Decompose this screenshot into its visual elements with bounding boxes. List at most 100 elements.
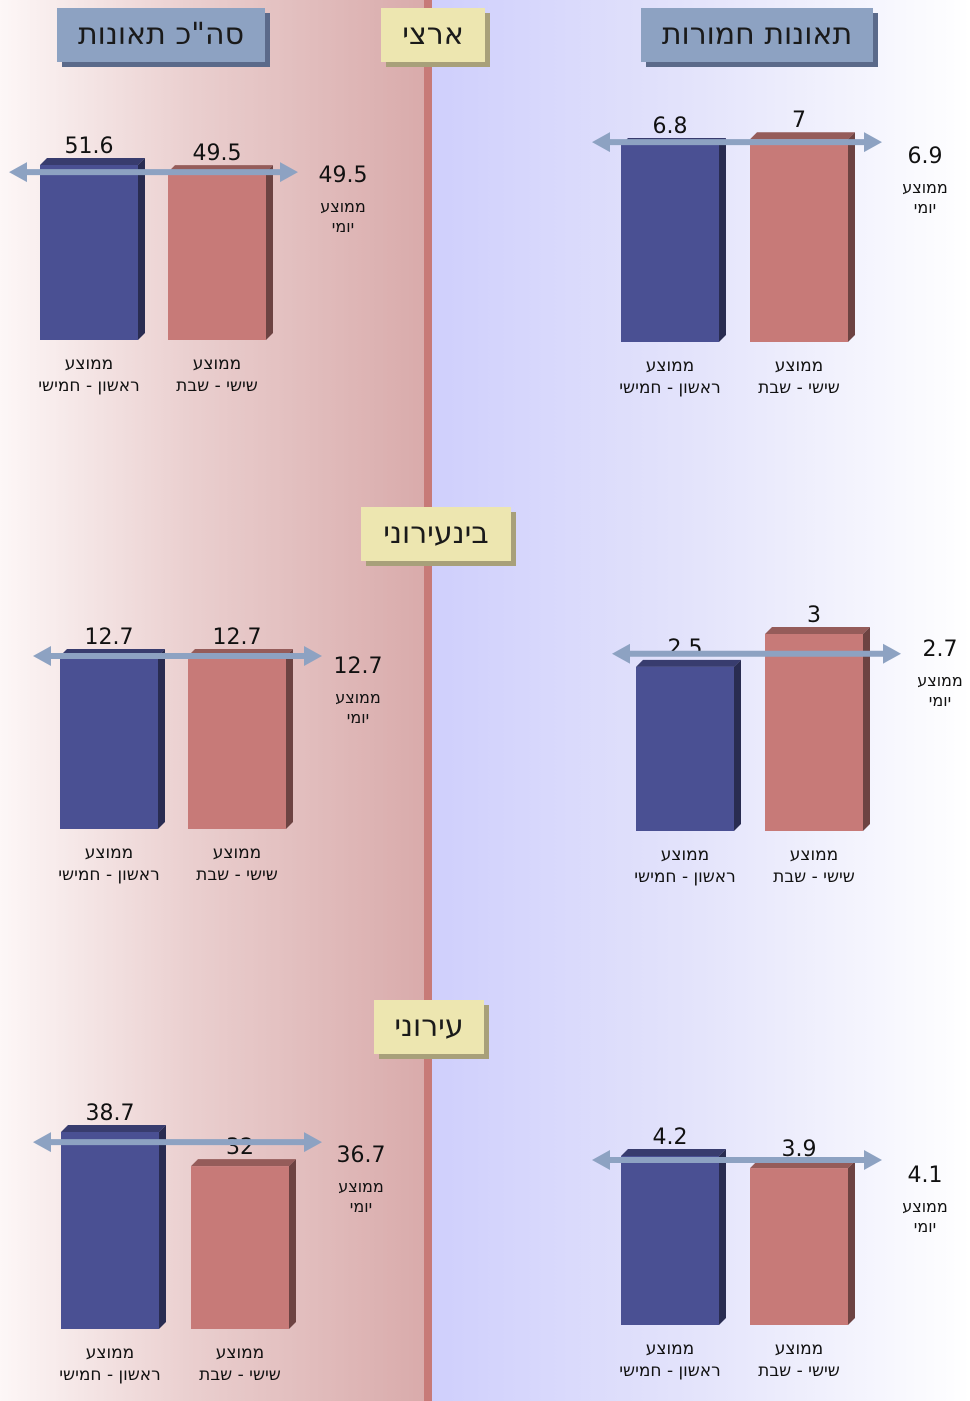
chart-severe-national-category-weekend-1: ממוצע bbox=[775, 356, 823, 376]
chart-severe-national-bar-weekday bbox=[621, 138, 726, 342]
chart-total-national-category-weekday-1: ממוצע bbox=[65, 354, 113, 374]
severe-accidents-header: תאונות חמורות bbox=[641, 8, 873, 62]
chart-total-national-bar-weekend-front bbox=[168, 172, 266, 340]
chart-total-national-daily-average-arrow-head-left bbox=[9, 162, 27, 183]
chart-severe-intercity-bar-weekend-top bbox=[765, 627, 870, 634]
chart-severe-urban-category-weekday-1: ממוצע bbox=[646, 1339, 694, 1359]
chart-total-intercity-category-weekend-1: ממוצע bbox=[213, 843, 261, 863]
chart-severe-intercity-daily-average-arrow-head-right bbox=[883, 643, 901, 664]
chart-severe-urban-category-weekend-2: שישי - שבת bbox=[758, 1361, 840, 1381]
chart-total-national-value-weekend: 49.5 bbox=[193, 141, 242, 166]
chart-severe-urban-bar-weekday-side bbox=[719, 1149, 726, 1325]
chart-severe-national-daily-average-value: 6.9 bbox=[908, 144, 943, 169]
chart-severe-national-bar-weekday-front bbox=[621, 145, 719, 342]
chart-total-intercity-value-weekday: 12.7 bbox=[85, 625, 134, 650]
chart-severe-national-bar-weekend-side bbox=[848, 132, 855, 342]
section-header-intercity: בינעירוני bbox=[361, 507, 511, 561]
chart-total-urban-daily-average-arrow-head-left bbox=[33, 1132, 51, 1153]
chart-total-national-bar-weekday bbox=[40, 158, 145, 340]
chart-severe-intercity-bar-weekend bbox=[765, 627, 870, 831]
chart-severe-intercity-bar-weekend-front bbox=[765, 634, 863, 831]
chart-total-intercity-daily-average-arrow bbox=[33, 646, 322, 666]
chart-severe-intercity-category-weekend-1: ממוצע bbox=[790, 845, 838, 865]
chart-total-intercity-daily-average-arrow-head-left bbox=[33, 646, 51, 666]
chart-severe-national-daily-average-arrow bbox=[592, 132, 882, 153]
section-header-urban: עירוני bbox=[374, 1000, 484, 1054]
chart-total-urban-bar-weekend-side bbox=[289, 1159, 296, 1329]
chart-total-urban-category-weekday-2: ראשון - חמישי bbox=[59, 1365, 161, 1385]
chart-total-intercity-category-weekday-2: ראשון - חמישי bbox=[58, 865, 160, 885]
chart-severe-national-bar-weekend bbox=[750, 132, 855, 342]
chart-severe-urban-bar-weekend-side bbox=[848, 1161, 855, 1325]
chart-total-national-daily-average-label-1: ממוצע bbox=[320, 197, 366, 216]
chart-total-urban-daily-average-arrow bbox=[33, 1132, 322, 1153]
chart-total-intercity-daily-average-label-1: ממוצע bbox=[335, 688, 381, 707]
chart-severe-urban-value-weekday: 4.2 bbox=[653, 1125, 688, 1150]
chart-severe-urban-bar-weekend bbox=[750, 1161, 855, 1325]
chart-total-intercity-category-weekday-1: ממוצע bbox=[85, 843, 133, 863]
chart-total-national-category-weekday-2: ראשון - חמישי bbox=[38, 376, 140, 396]
chart-severe-national-daily-average-label-2: יומי bbox=[914, 198, 936, 217]
chart-severe-national-daily-average-arrow-head-left bbox=[592, 132, 610, 153]
chart-total-urban-daily-average-label-1: ממוצע bbox=[338, 1177, 384, 1196]
chart-total-urban-category-weekend-1: ממוצע bbox=[216, 1343, 264, 1363]
chart-severe-intercity-category-weekend-2: שישי - שבת bbox=[773, 867, 855, 887]
chart-total-national-category-weekend-1: ממוצע bbox=[193, 354, 241, 374]
chart-total-national-category-weekend-2: שישי - שבת bbox=[176, 376, 258, 396]
chart-severe-intercity-daily-average-label-1: ממוצע bbox=[917, 671, 963, 690]
chart-severe-national-daily-average-label-1: ממוצע bbox=[902, 178, 948, 197]
chart-severe-urban-bar-weekday-front bbox=[621, 1156, 719, 1325]
chart-severe-urban-daily-average-label-2: יומי bbox=[914, 1217, 936, 1236]
chart-total-urban-bar-weekday-side bbox=[159, 1125, 166, 1329]
chart-severe-urban-daily-average-label-1: ממוצע bbox=[902, 1197, 948, 1216]
chart-severe-urban-daily-average-value: 4.1 bbox=[908, 1163, 943, 1188]
panel-divider bbox=[424, 0, 432, 1401]
chart-severe-urban-bar-weekend-front bbox=[750, 1168, 848, 1325]
chart-total-urban-bar-weekend-top bbox=[191, 1159, 296, 1167]
chart-severe-national-bar-weekend-front bbox=[750, 139, 848, 342]
total-accidents-header: סה"כ תאונות bbox=[57, 8, 265, 62]
chart-total-urban-category-weekday-1: ממוצע bbox=[86, 1343, 134, 1363]
chart-total-intercity-bar-weekend-front bbox=[188, 656, 286, 829]
chart-total-national-daily-average-arrow-head-right bbox=[280, 162, 298, 183]
chart-total-urban-daily-average-arrow-head-right bbox=[304, 1132, 322, 1153]
chart-total-urban-bar-weekday-top bbox=[61, 1125, 166, 1132]
chart-severe-intercity-daily-average-label-2: יומי bbox=[929, 691, 951, 710]
chart-severe-urban-category-weekend-1: ממוצע bbox=[775, 1339, 823, 1359]
chart-total-national-daily-average-arrow bbox=[9, 162, 298, 183]
chart-total-national-value-weekday: 51.6 bbox=[65, 134, 114, 159]
chart-severe-intercity-category-weekday-2: ראשון - חמישי bbox=[634, 867, 736, 887]
chart-severe-national-category-weekday-1: ממוצע bbox=[646, 356, 694, 376]
chart-total-intercity-bar-weekday-front bbox=[60, 656, 158, 829]
chart-total-national-bar-weekday-front bbox=[40, 165, 138, 340]
chart-severe-national-category-weekend-2: שישי - שבת bbox=[758, 378, 840, 398]
chart-total-intercity-value-weekend: 12.7 bbox=[213, 625, 262, 650]
chart-total-intercity-bar-weekend-side bbox=[286, 649, 293, 829]
chart-total-intercity-category-weekend-2: שישי - שבת bbox=[196, 865, 278, 885]
chart-total-national-daily-average-value: 49.5 bbox=[319, 163, 368, 188]
chart-severe-intercity-bar-weekday-side bbox=[734, 659, 741, 831]
chart-severe-intercity-daily-average-arrow-head-left bbox=[612, 643, 630, 664]
chart-severe-intercity-value-weekend: 3 bbox=[807, 603, 821, 628]
chart-total-urban-category-weekend-2: שישי - שבת bbox=[199, 1365, 281, 1385]
chart-severe-national-category-weekday-2: ראשון - חמישי bbox=[619, 378, 721, 398]
chart-severe-national-value-weekend: 7 bbox=[792, 108, 806, 133]
chart-severe-national-bar-weekend-top bbox=[750, 132, 855, 140]
chart-total-national-daily-average-label-2: יומי bbox=[332, 217, 354, 236]
chart-total-urban-daily-average-value: 36.7 bbox=[337, 1143, 386, 1168]
chart-severe-intercity-category-weekday-1: ממוצע bbox=[661, 845, 709, 865]
chart-total-national-bar-weekend-side bbox=[266, 165, 273, 340]
chart-total-urban-bar-weekday-front bbox=[61, 1132, 159, 1329]
chart-total-intercity-bar-weekend bbox=[188, 649, 293, 829]
chart-severe-intercity-daily-average-arrow bbox=[612, 643, 901, 664]
chart-severe-intercity-bar-weekend-side bbox=[863, 627, 870, 831]
chart-severe-urban-bar-weekday bbox=[621, 1149, 726, 1325]
chart-severe-intercity-value-weekday: 2.5 bbox=[668, 636, 703, 661]
chart-severe-national-bar-weekday-side bbox=[719, 138, 726, 342]
chart-total-urban-bar-weekend bbox=[191, 1159, 296, 1329]
chart-total-intercity-bar-weekday bbox=[60, 649, 165, 829]
chart-total-intercity-daily-average-arrow-head-right bbox=[304, 646, 322, 666]
chart-total-intercity-daily-average-value: 12.7 bbox=[334, 654, 383, 679]
chart-severe-national-daily-average-arrow-head-right bbox=[864, 132, 882, 153]
